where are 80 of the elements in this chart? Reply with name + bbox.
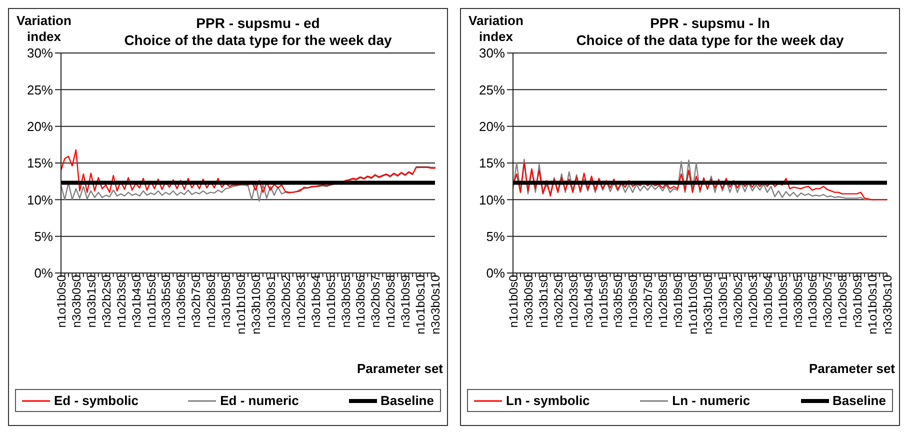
- x-tick-label: n1o1b0s0: [506, 274, 521, 328]
- x-tick-label: n3o1b4s0: [581, 274, 596, 328]
- y-axis-title: Variation index: [16, 13, 72, 45]
- x-tick-label: n3o2b7s0: [641, 274, 656, 328]
- y-tick-label: 25%: [26, 82, 54, 98]
- y-tick-label: 25%: [478, 82, 506, 98]
- y-tick-label: 0%: [34, 266, 54, 281]
- x-tick-label: n1o2b3s0: [114, 274, 128, 328]
- x-tick-label: n1o3b0s6: [354, 274, 368, 328]
- x-tick-label: n1o2b3s0: [566, 274, 580, 328]
- x-tick-label: n1o3b1s0: [536, 274, 550, 328]
- y-tick-label: 15%: [478, 156, 506, 171]
- x-tick-label: n3o3b0s5: [790, 274, 805, 328]
- x-tick-label: n1o1b0s10: [414, 274, 428, 334]
- x-tick-label: n1o3b0s1: [716, 274, 730, 328]
- x-tick-label: n3o3b0s10: [428, 274, 443, 334]
- x-tick-label: n3o2b0s7: [368, 274, 383, 328]
- y-tick-label: 15%: [26, 156, 54, 171]
- x-tick-label: n3o1b0s4: [760, 274, 775, 328]
- y-tick-label: 20%: [26, 118, 54, 134]
- x-tick-label: n1o2b0s3: [294, 274, 308, 328]
- y-tick-label: 0%: [486, 266, 506, 281]
- x-tick-label: n1o3b0s1: [264, 274, 278, 328]
- x-tick-label: n3o2b0s7: [820, 274, 835, 328]
- legend-label: Ln - symbolic: [506, 393, 590, 408]
- x-tick-label: n3o3b10s0: [249, 274, 263, 334]
- x-tick-label: n1o1b0s5: [776, 274, 790, 328]
- x-tick-label: n3o1b4s0: [129, 274, 144, 328]
- x-tick-label: n1o1b5s0: [144, 274, 158, 328]
- x-tick-label: n3o2b2s0: [551, 274, 566, 328]
- x-tick-label: n3o2b2s0: [99, 274, 114, 328]
- y-tick-label: 5%: [34, 228, 54, 244]
- x-tick-label: n1o2b8s0: [656, 274, 670, 328]
- x-tick-label: n1o1b0s10: [866, 274, 880, 334]
- x-tick-label: n1o2b0s8: [384, 274, 398, 328]
- chart-subtitle: Choice of the data type for the week day: [123, 32, 393, 49]
- x-tick-label: n3o2b0s2: [278, 274, 293, 328]
- y-tick-label: 5%: [486, 228, 506, 244]
- x-tick-label: n1o3b0s6: [806, 274, 820, 328]
- x-tick-label: n1o2b0s3: [746, 274, 760, 328]
- x-tick-label: n3o3b10s0: [701, 274, 715, 334]
- chart-title: PPR - supsmu - ed: [196, 15, 320, 31]
- x-tick-label: n1o1b5s0: [596, 274, 610, 328]
- y-tick-label: 10%: [26, 192, 54, 208]
- y-tick-label: 20%: [478, 118, 506, 134]
- x-tick-label: n1o3b6s0: [626, 274, 640, 328]
- y-tick-label: 10%: [478, 192, 506, 208]
- y-axis-title: Variation index: [468, 13, 524, 45]
- x-tick-label: n3o2b0s2: [730, 274, 745, 328]
- x-tick-label: n1o2b0s8: [836, 274, 850, 328]
- legend-label: Baseline: [380, 393, 434, 408]
- x-tick-label: n3o1b0s9: [398, 274, 413, 328]
- x-tick-label: n3o3b0s10: [880, 274, 895, 334]
- x-tick-label: n3o3b0s0: [69, 274, 84, 328]
- x-axis-title: Parameter set: [357, 361, 443, 376]
- x-tick-label: n3o2b7s0: [189, 274, 204, 328]
- x-tick-label: n1o1b0s5: [324, 274, 338, 328]
- x-tick-label: n3o3b5s0: [611, 274, 626, 328]
- x-tick-label: n1o2b8s0: [204, 274, 218, 328]
- legend-label: Baseline: [832, 393, 886, 408]
- x-tick-label: n1o3b1s0: [84, 274, 98, 328]
- y-tick-label: 30%: [26, 46, 54, 61]
- x-tick-label: n3o3b0s0: [521, 274, 536, 328]
- x-axis-title: Parameter set: [809, 361, 895, 376]
- y-tick-label: 30%: [478, 46, 506, 61]
- x-tick-label: n1o1b10s0: [686, 274, 700, 334]
- legend-label: Ed - numeric: [220, 393, 299, 408]
- x-tick-label: n1o1b0s0: [54, 274, 69, 328]
- x-tick-label: n3o1b9s0: [671, 274, 686, 328]
- x-tick-label: n3o3b5s0: [159, 274, 174, 328]
- chart-subtitle: Choice of the data type for the week day: [575, 32, 845, 49]
- x-tick-label: n1o3b6s0: [174, 274, 188, 328]
- legend-label: Ed - symbolic: [54, 393, 139, 408]
- x-tick-label: n3o1b9s0: [219, 274, 234, 328]
- x-tick-label: n3o1b0s4: [308, 274, 323, 328]
- x-tick-label: n3o1b0s9: [850, 274, 865, 328]
- chart-title: PPR - supsmu - ln: [650, 15, 770, 31]
- x-tick-label: n3o3b0s5: [338, 274, 353, 328]
- x-tick-label: n1o1b10s0: [234, 274, 248, 334]
- legend-label: Ln - numeric: [672, 393, 750, 408]
